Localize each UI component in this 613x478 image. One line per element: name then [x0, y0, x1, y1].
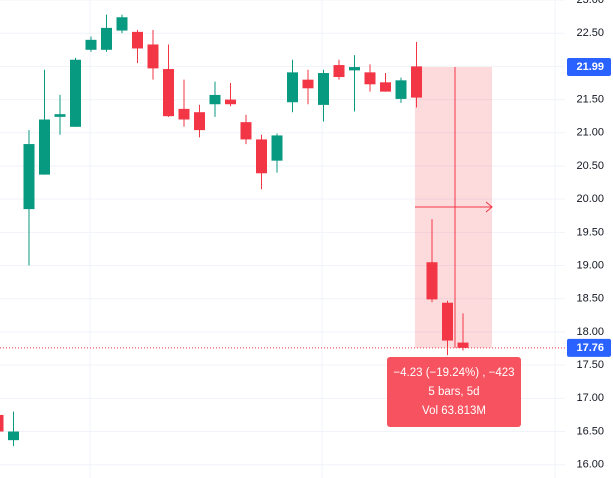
candle-body: [147, 44, 159, 69]
measure-text: 5 bars, 5d: [428, 386, 479, 398]
y-tick-label: 16.50: [576, 425, 604, 437]
y-tick-label: 16.00: [576, 459, 604, 471]
candle-body: [39, 119, 50, 175]
candle-body: [8, 431, 19, 441]
y-tick-label: 18.50: [576, 293, 604, 305]
measure-tooltip: [387, 357, 521, 427]
y-tick-label: 17.50: [576, 359, 604, 371]
price-label-bg: [567, 58, 611, 77]
y-tick-label: 19.50: [576, 226, 604, 238]
candle-body: [209, 94, 221, 105]
y-tick-label: 21.50: [576, 93, 604, 105]
candle-body: [271, 135, 283, 161]
candle-body: [194, 112, 205, 131]
candle-body: [349, 67, 360, 71]
y-tick-label: 19.00: [576, 259, 604, 271]
candle-body: [178, 108, 190, 120]
candle-body: [333, 65, 345, 78]
price-label: 21.99: [576, 61, 604, 73]
candle-body: [302, 79, 314, 89]
candle-body: [101, 27, 112, 50]
candle-body: [364, 72, 376, 85]
y-tick-label: 22.50: [576, 27, 604, 39]
candle-body: [116, 17, 128, 31]
measure-text: −4.23 (−19.24%) , −423: [393, 367, 514, 379]
price-label: 17.76: [576, 342, 604, 354]
candle-body: [457, 342, 469, 348]
y-tick-label: 18.00: [576, 326, 604, 338]
candle-body: [411, 66, 422, 98]
y-tick-label: 23.00: [576, 0, 604, 6]
candle-body: [318, 73, 329, 105]
measure-text: Vol 63.813M: [422, 405, 486, 417]
candle-body: [380, 82, 391, 92]
candle-body: [23, 144, 35, 210]
price-axis-bg: [565, 0, 613, 478]
y-tick-label: 17.00: [576, 392, 604, 404]
y-tick-label: 20.00: [576, 193, 604, 205]
candle-body: [132, 31, 143, 49]
candle-body: [256, 139, 267, 174]
candle-body: [85, 39, 97, 50]
y-tick-label: 20.50: [576, 160, 604, 172]
candle-body: [0, 414, 4, 432]
candle-body: [395, 80, 407, 99]
candle-body: [225, 99, 236, 105]
candle-body: [163, 69, 174, 117]
y-tick-label: 21.00: [576, 127, 604, 139]
candle-body: [426, 262, 438, 300]
candle-body: [54, 114, 66, 117]
price-label-bg: [567, 338, 611, 357]
measure-arrow: [485, 201, 493, 213]
candle-body: [442, 302, 453, 341]
candle-body: [287, 72, 298, 103]
candle-body: [70, 59, 81, 127]
candle-body: [240, 122, 252, 140]
